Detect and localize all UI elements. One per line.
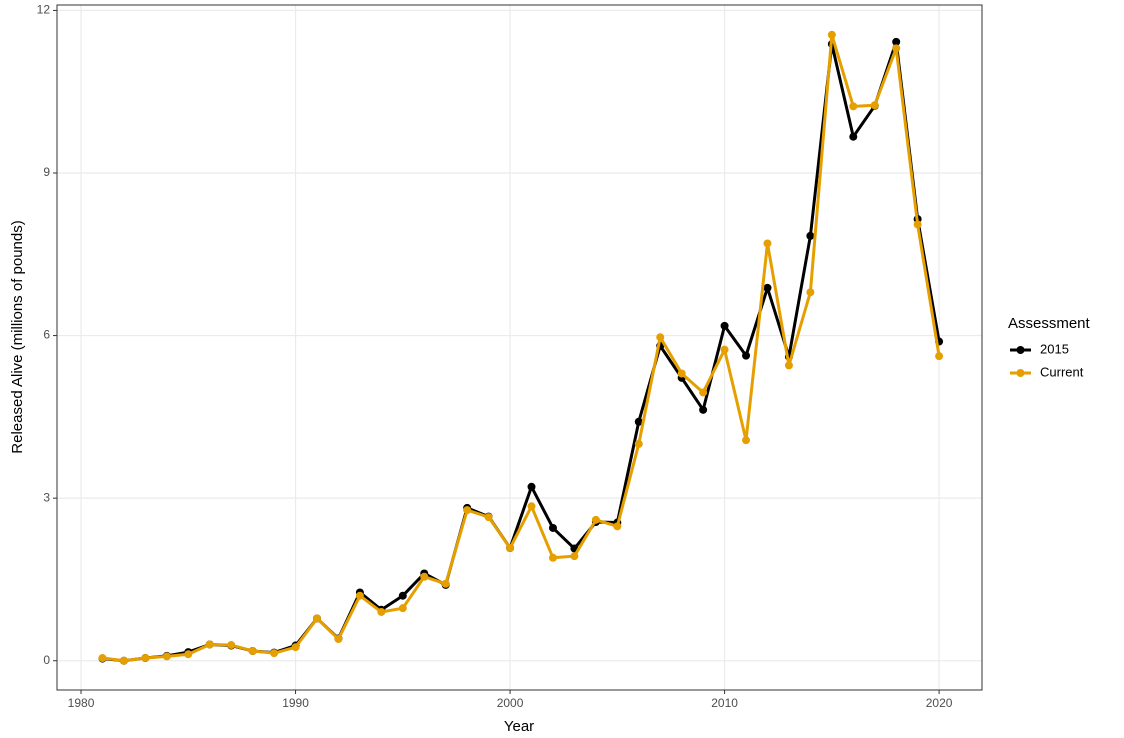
data-point [742,351,751,360]
data-point [806,231,815,240]
y-tick-label: 6 [43,328,50,342]
plot-border [56,4,983,691]
data-point [591,515,600,524]
data-point [656,333,665,342]
legend-key-point [1016,369,1025,377]
series-line [102,33,941,663]
x-axis-title: Year [504,718,534,735]
legend-text: Current [1040,364,1084,379]
data-point [98,654,107,663]
data-point [441,579,450,588]
data-point [935,352,944,361]
data-point [548,523,557,532]
data-point [398,604,407,613]
data-point [763,283,772,292]
data-point [248,646,257,655]
data-point [312,614,321,623]
data-point [892,44,901,53]
y-tick-label: 12 [37,3,51,17]
data-point [420,572,429,581]
data-point [763,239,772,248]
data-point [527,502,536,511]
data-point [162,652,171,661]
plot-background [57,5,982,690]
data-point [913,220,922,229]
x-tick-label: 2010 [711,696,738,710]
data-point [720,345,729,354]
data-point [613,522,622,531]
data-point [227,641,236,650]
data-point [506,544,515,553]
data-point [205,640,214,649]
x-tick-label: 1990 [282,696,309,710]
y-tick-label: 0 [43,653,50,667]
data-point [720,321,729,330]
data-point [699,405,708,414]
data-point [892,37,901,46]
data-point [849,102,858,111]
data-point [742,436,751,445]
y-tick-label: 9 [43,165,50,179]
data-point [870,101,879,110]
data-point [334,635,343,644]
data-point [291,643,300,652]
data-point [184,650,193,659]
data-point [570,552,579,561]
data-point [119,656,128,665]
legend-title: Assessment [1008,315,1091,332]
data-point [355,591,364,600]
data-point [827,30,836,39]
data-point [634,417,643,426]
data-point [463,506,472,515]
y-axis-title: Released Alive (millions of pounds) [9,220,26,453]
data-point [849,132,858,141]
legend-key-point [1016,346,1025,354]
data-point [784,361,793,370]
x-tick-label: 2000 [497,696,524,710]
data-point [548,553,557,562]
data-point [484,513,493,522]
x-tick-label: 2020 [926,696,953,710]
legend-text: 2015 [1040,341,1069,356]
x-tick-label: 1980 [68,696,95,710]
data-point [634,439,643,448]
data-point [527,482,536,491]
data-point [398,591,407,600]
data-point [806,288,815,297]
data-point [699,388,708,397]
data-point [270,649,279,658]
data-point [377,607,386,616]
y-tick-label: 3 [43,490,50,504]
data-point [141,654,150,663]
data-point [677,369,686,378]
